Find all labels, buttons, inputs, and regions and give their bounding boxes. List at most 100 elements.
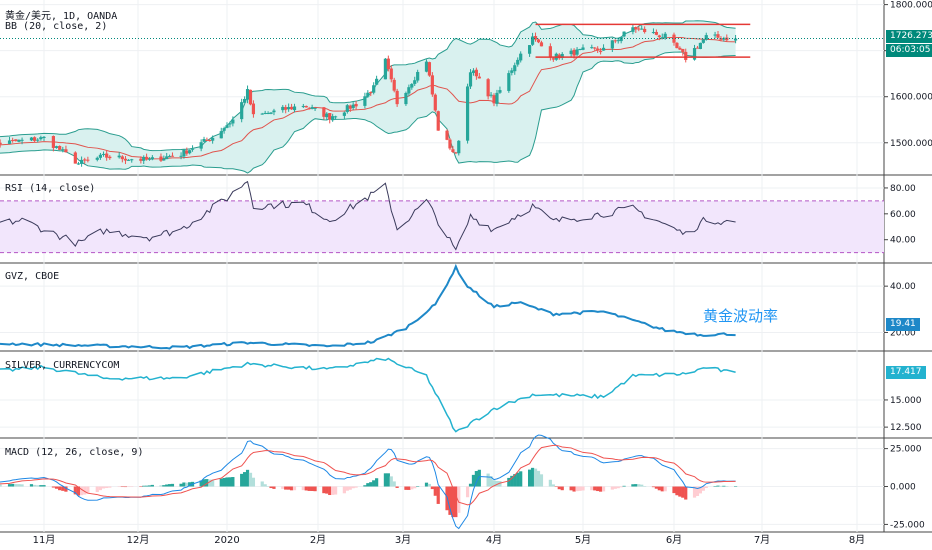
candle-body (14, 139, 18, 142)
y-tick-label: -25.000 (890, 520, 925, 530)
macd-histogram-bar (474, 471, 478, 487)
candle-body (701, 39, 705, 43)
candle-body (80, 159, 84, 164)
candle-body (260, 113, 264, 115)
macd-histogram-bar (516, 472, 520, 487)
macd-histogram-bar (601, 486, 606, 492)
macd-histogram-bar (663, 486, 667, 492)
macd-histogram-bar (492, 480, 496, 487)
macd-histogram-bar (205, 479, 209, 487)
macd-histogram-bar (448, 486, 452, 515)
macd-histogram-bar (165, 484, 169, 487)
macd-histogram-bar (375, 478, 379, 487)
x-tick-label: 6月 (666, 534, 682, 546)
candle-body (61, 149, 65, 151)
candle-body (266, 113, 270, 115)
macd-histogram-bar (593, 486, 597, 491)
macd-histogram-bar (672, 486, 676, 494)
macd-histogram-bar (292, 486, 297, 491)
rsi-pane-title: RSI (14, close) (5, 183, 96, 194)
candle-body (208, 140, 212, 142)
macd-histogram-bar (507, 477, 511, 487)
macd-histogram-bar (498, 481, 502, 487)
candle-body (83, 159, 87, 161)
candle-body (310, 107, 314, 109)
candle-body (86, 159, 90, 161)
macd-histogram-bar (222, 477, 226, 487)
candle-body (663, 33, 667, 38)
candle-body (486, 79, 490, 97)
macd-histogram-bar (383, 473, 388, 487)
candle-body (322, 107, 326, 117)
candle-body (130, 159, 134, 161)
candle-body (445, 130, 449, 140)
candle-body (98, 154, 102, 158)
candle-body (616, 40, 620, 42)
macd-histogram-bar (95, 486, 99, 493)
candle-body (407, 87, 411, 94)
macd-histogram-bar (596, 486, 600, 492)
macd-histogram-bar (510, 475, 514, 487)
candle-body (202, 139, 206, 142)
candle-body (375, 78, 379, 85)
macd-histogram-bar (454, 486, 458, 518)
macd-histogram-bar (407, 486, 411, 490)
price-badge: 1726.273 (886, 30, 932, 43)
candle-body (596, 48, 600, 51)
candle-body (457, 140, 461, 154)
macd-histogram-bar (313, 486, 317, 492)
candle-body (188, 150, 192, 154)
candle-body (698, 42, 702, 49)
macd-histogram-bar (660, 486, 664, 492)
bb-indicator-title: BB (20, close, 2) (5, 21, 108, 32)
candle-body (199, 142, 203, 149)
macd-histogram-bar (101, 486, 106, 489)
macd-histogram-bar (17, 484, 21, 487)
candle-body (76, 163, 81, 165)
candle-body (150, 157, 154, 160)
macd-histogram-bar (248, 472, 253, 487)
y-tick-label: 60.00 (890, 210, 916, 220)
macd-histogram-bar (395, 486, 399, 488)
macd-histogram-bar (29, 484, 34, 487)
candle-body (404, 93, 408, 105)
y-tick-label: 0.000 (890, 483, 916, 493)
macd-histogram-bar (105, 486, 109, 489)
candle-body (489, 94, 493, 96)
macd-histogram-bar (54, 486, 59, 489)
macd-histogram-bar (328, 486, 332, 496)
candle-body (507, 73, 511, 91)
macd-histogram-bar (722, 485, 726, 487)
candle-body (29, 137, 34, 141)
candle-body (416, 71, 420, 81)
candle-body (684, 51, 688, 60)
macd-signal-line (0, 444, 736, 506)
macd-histogram-bar (436, 486, 440, 504)
macd-histogram-bar (240, 473, 244, 487)
candle-body (492, 95, 496, 104)
macd-histogram-bar (269, 486, 273, 489)
macd-histogram-bar (33, 484, 37, 487)
candle-body (301, 105, 305, 107)
macd-histogram-bar (551, 484, 555, 487)
macd-histogram-bar (519, 471, 523, 487)
candle-body (395, 90, 399, 105)
macd-histogram-bar (430, 486, 434, 490)
candle-body (101, 153, 106, 155)
macd-histogram-bar (486, 473, 490, 487)
macd-histogram-bar (424, 482, 429, 487)
macd-histogram-bar (477, 469, 481, 487)
candle-body (610, 40, 614, 49)
candle-body (548, 46, 552, 58)
candle-body (73, 152, 77, 164)
macd-histogram-bar (228, 477, 232, 487)
macd-histogram-bar (698, 486, 702, 494)
macd-histogram-bar (654, 486, 658, 489)
candle-body (33, 137, 37, 141)
candle-body (471, 70, 476, 73)
y-tick-label: 1600.000 (890, 93, 932, 103)
rsi-line (0, 180, 736, 251)
macd-histogram-bar (61, 486, 65, 491)
macd-histogram-bar (581, 486, 585, 491)
